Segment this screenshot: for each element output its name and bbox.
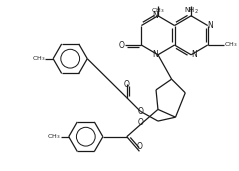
- Text: CH$_3$: CH$_3$: [32, 54, 45, 63]
- Text: NH$_2$: NH$_2$: [184, 6, 199, 16]
- Text: O: O: [124, 80, 130, 89]
- Text: N: N: [208, 21, 213, 30]
- Text: CH$_3$: CH$_3$: [224, 41, 238, 49]
- Text: N: N: [152, 11, 158, 20]
- Text: CH$_3$: CH$_3$: [151, 6, 165, 15]
- Text: CH$_3$: CH$_3$: [48, 132, 61, 141]
- Text: N: N: [191, 50, 197, 59]
- Text: N: N: [152, 50, 158, 59]
- Text: O: O: [137, 118, 143, 127]
- Text: O: O: [136, 142, 142, 151]
- Text: O: O: [137, 107, 143, 116]
- Text: O: O: [119, 41, 125, 50]
